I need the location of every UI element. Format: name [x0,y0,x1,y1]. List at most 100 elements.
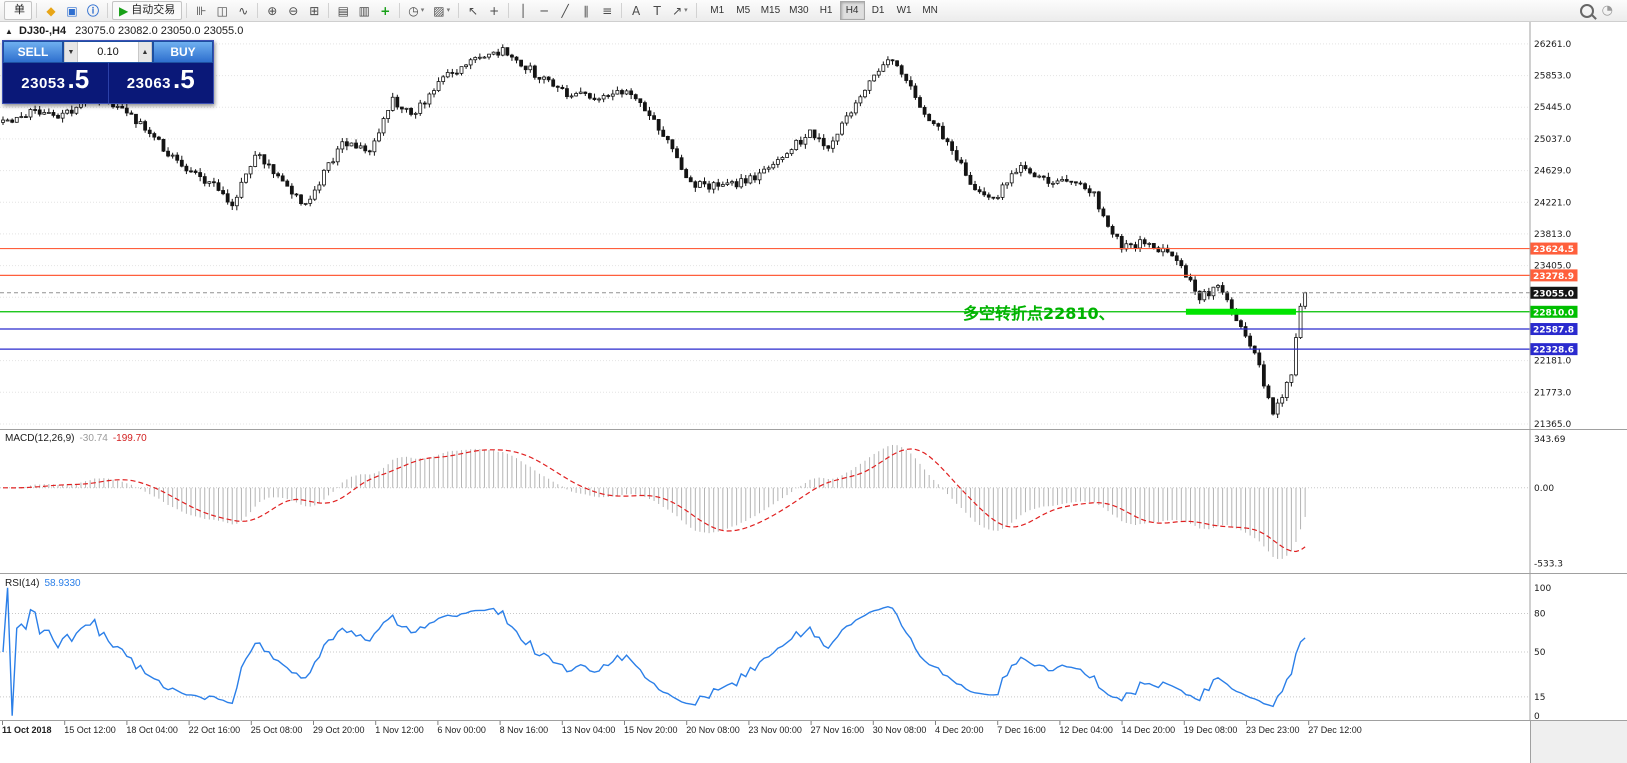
chart-symbol-title: DJ30-,H4 [18,25,67,37]
svg-text:23278.9: 23278.9 [1533,272,1574,282]
templates-icon[interactable]: ▨ ▾ [429,1,454,20]
arrows-icon[interactable]: ↗ ▾ [668,1,692,20]
timeframe-mn-button[interactable]: MN [918,1,943,20]
svg-text:25445.0: 25445.0 [1534,103,1571,113]
terminal-icon[interactable]: ▥ [354,1,374,20]
one-click-trading-panel: SELL ▼ ▲ BUY 23053 .5 23063 .5 [2,40,214,104]
svg-text:25037.0: 25037.0 [1534,135,1571,145]
toolbar-separator [107,3,109,18]
periods-icon[interactable]: ◷ ▾ [404,1,428,20]
toolbar: 单 ◆ ▣ ⓘ ▶ 自动交易 ⊪ ◫ ∿ ⊕ ⊖ ⊞ ▤ ▥ + ◷ ▾ ▨ ▾ ↖ + │ ─ ╱ ∥ ≡ A T ↗ ▾ M1 M5 M1… [0,0,1627,22]
svg-text:1 Nov 12:00: 1 Nov 12:00 [375,725,424,735]
timeframe-m30-button[interactable]: M30 [785,1,812,20]
timeframe-w1-button[interactable]: W1 [892,1,917,20]
svg-text:27 Nov 16:00: 27 Nov 16:00 [811,725,865,735]
toolbar-right-icons: ◔ [1579,3,1623,18]
zoom-out-icon[interactable]: ⊖ [283,1,303,20]
chart-annotation-text: 多空转折点22810、 [963,304,1115,323]
buy-price: 23063 .5 [107,63,214,103]
auto-trading-button[interactable]: ▶ 自动交易 [112,1,183,20]
svg-text:0: 0 [1534,712,1540,722]
search-icon[interactable] [1579,3,1594,18]
svg-text:80: 80 [1534,609,1546,619]
crosshair-icon[interactable]: + [484,1,504,20]
sell-button[interactable]: SELL [3,41,63,63]
buy-button[interactable]: BUY [153,41,213,63]
zoom-in-icon[interactable]: ⊕ [262,1,282,20]
svg-text:14 Dec 20:00: 14 Dec 20:00 [1122,725,1176,735]
svg-text:22181.0: 22181.0 [1534,357,1571,367]
svg-text:0.00: 0.00 [1534,484,1554,494]
timeframe-h4-button[interactable]: H4 [839,1,865,20]
volume-decrease-button[interactable]: ▼ [64,42,78,62]
svg-text:23405.0: 23405.0 [1534,262,1571,272]
channel-icon[interactable]: ∥ [576,1,596,20]
toolbar-separator [186,3,188,18]
svg-text:20 Nov 08:00: 20 Nov 08:00 [686,725,740,735]
sell-price: 23053 .5 [3,63,108,103]
svg-text:22810.0: 22810.0 [1533,308,1574,318]
text-icon[interactable]: A [626,1,646,20]
timeframe-m5-button[interactable]: M5 [731,1,756,20]
svg-text:4 Dec 20:00: 4 Dec 20:00 [935,725,984,735]
cursor-icon[interactable]: ↖ [463,1,483,20]
toolbar-separator [695,3,697,18]
candlestick-chart-icon[interactable]: ◫ [212,1,232,20]
vertical-line-icon[interactable]: │ [513,1,533,20]
volume-increase-button[interactable]: ▲ [138,42,152,62]
toolbar-separator [257,3,259,18]
svg-text:15 Oct 12:00: 15 Oct 12:00 [64,725,116,735]
svg-text:27 Dec 12:00: 27 Dec 12:00 [1308,725,1362,735]
svg-text:19 Dec 08:00: 19 Dec 08:00 [1184,725,1238,735]
chart-header: ▲ DJ30-,H4 23075.0 23082.0 23050.0 23055… [5,25,243,37]
trendline-icon[interactable]: ╱ [555,1,575,20]
svg-text:18 Oct 04:00: 18 Oct 04:00 [126,725,178,735]
svg-text:23 Nov 00:00: 23 Nov 00:00 [748,725,802,735]
svg-text:26261.0: 26261.0 [1534,40,1571,50]
tile-windows-icon[interactable]: ⊞ [304,1,324,20]
svg-text:24221.0: 24221.0 [1534,198,1571,208]
add-indicator-icon[interactable]: + [375,1,395,20]
macd-label: MACD(12,26,9) -30.74 -199.70 [5,433,147,444]
help-icon[interactable]: ⓘ [83,1,103,20]
svg-text:23055.0: 23055.0 [1533,289,1574,299]
fibonacci-icon[interactable]: ≡ [597,1,617,20]
svg-text:12 Dec 04:00: 12 Dec 04:00 [1059,725,1113,735]
svg-text:29 Oct 20:00: 29 Oct 20:00 [313,725,365,735]
svg-text:23813.0: 23813.0 [1534,230,1571,240]
timeframe-m15-button[interactable]: M15 [757,1,784,20]
svg-text:25853.0: 25853.0 [1534,72,1571,82]
timeframe-m1-button[interactable]: M1 [705,1,730,20]
axis-corner [1530,721,1627,763]
data-window-icon[interactable]: ▣ [62,1,82,20]
toolbar-buttons: 单 ◆ ▣ ⓘ ▶ 自动交易 ⊪ ◫ ∿ ⊕ ⊖ ⊞ ▤ ▥ + ◷ ▾ ▨ ▾ ↖ + │ ─ ╱ ∥ ≡ A T ↗ ▾ [4,1,700,20]
new-order-button[interactable]: 单 [4,1,32,20]
toolbar-separator [621,3,623,18]
line-chart-icon[interactable]: ∿ [233,1,253,20]
volume-input[interactable] [78,42,138,62]
volume-control: ▼ ▲ [63,41,153,63]
svg-text:22 Oct 16:00: 22 Oct 16:00 [189,725,241,735]
svg-text:22587.8: 22587.8 [1533,326,1574,336]
macd-name: MACD(12,26,9) [5,433,75,444]
timeframe-switcher: M1 M5 M15 M30 H1 H4 D1 W1 MN [705,1,943,20]
svg-text:25 Oct 08:00: 25 Oct 08:00 [251,725,303,735]
svg-text:21365.0: 21365.0 [1534,420,1571,430]
macd-value-1: -30.74 [79,433,108,444]
bar-chart-icon[interactable]: ⊪ [191,1,211,20]
sell-price-frac: .5 [67,64,90,94]
svg-text:100: 100 [1534,584,1551,594]
svg-text:11 Oct 2018: 11 Oct 2018 [2,725,52,735]
svg-text:15 Nov 20:00: 15 Nov 20:00 [624,725,678,735]
timeframe-d1-button[interactable]: D1 [866,1,891,20]
timeframe-h1-button[interactable]: H1 [814,1,839,20]
svg-text:7 Dec 16:00: 7 Dec 16:00 [997,725,1046,735]
svg-text:343.69: 343.69 [1534,435,1566,445]
rsi-value: 58.9330 [44,578,81,589]
text-label-icon[interactable]: T [647,1,667,20]
mql5-community-icon[interactable]: ◆ [41,1,61,20]
quick-help-icon[interactable]: ◔ [1601,3,1613,18]
horizontal-line-icon[interactable]: ─ [534,1,554,20]
navigator-icon[interactable]: ▤ [333,1,353,20]
